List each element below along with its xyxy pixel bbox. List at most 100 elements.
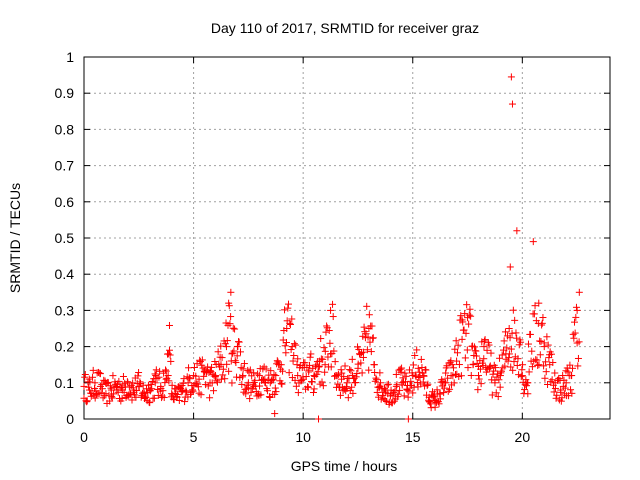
data-point-cloud	[161, 379, 169, 387]
data-point-cloud	[392, 370, 400, 378]
data-point-cloud	[204, 382, 212, 390]
data-point-cloud	[521, 386, 529, 394]
data-point	[271, 410, 279, 418]
data-point-cloud	[575, 338, 583, 346]
data-point-cloud	[560, 376, 568, 384]
data-point-cloud	[488, 391, 496, 399]
data-point-cloud	[225, 302, 233, 310]
data-point-cloud	[457, 312, 465, 320]
data-point-cloud	[236, 348, 244, 356]
data-point-cloud	[514, 355, 522, 363]
data-point-cloud	[217, 342, 225, 350]
data-point-cloud	[338, 369, 346, 377]
data-point-cloud	[373, 388, 381, 396]
data-point-cloud	[500, 337, 508, 345]
data-point	[404, 415, 412, 423]
data-point-cloud	[548, 376, 556, 384]
data-point-cloud	[506, 334, 514, 342]
data-point-cloud	[304, 383, 312, 391]
data-point-cloud	[507, 345, 515, 353]
data-point-cloud	[569, 364, 577, 372]
data-point-cloud	[380, 385, 388, 393]
y-tick-label: 0.1	[55, 375, 75, 391]
data-point-cloud	[147, 381, 155, 389]
data-point-cloud	[544, 381, 552, 389]
data-point-cloud	[83, 398, 91, 406]
data-point-cloud	[372, 374, 380, 382]
data-point-cloud	[381, 396, 389, 404]
data-point	[321, 361, 329, 369]
data-point-cloud	[494, 370, 502, 378]
data-points	[80, 73, 583, 423]
data-point-cloud	[536, 337, 544, 345]
data-point	[165, 346, 173, 354]
data-point-cloud	[501, 362, 509, 370]
data-point-cloud	[307, 350, 315, 358]
data-point-cloud	[446, 385, 454, 393]
data-point-cloud	[436, 395, 444, 403]
data-point-cloud	[518, 366, 526, 374]
data-point-cloud	[162, 367, 170, 375]
data-point-cloud	[377, 379, 385, 387]
data-point-cloud	[208, 379, 216, 387]
data-point-cloud	[551, 369, 559, 377]
data-point-cloud	[151, 370, 159, 378]
data-point-cloud	[469, 360, 477, 368]
data-point-cloud	[547, 350, 555, 358]
data-point-cloud	[188, 386, 196, 394]
data-point-cloud	[129, 379, 137, 387]
y-tick-label: 0.9	[55, 85, 75, 101]
data-point	[458, 335, 466, 343]
data-point-cloud	[155, 373, 163, 381]
data-point-cloud	[206, 367, 214, 375]
data-point-cloud	[212, 373, 219, 381]
data-point-cloud	[305, 366, 313, 374]
data-point-cloud	[330, 347, 338, 355]
data-point-cloud	[321, 368, 329, 376]
data-point-cloud	[368, 322, 376, 330]
data-point-cloud	[185, 374, 193, 382]
data-point-cloud	[440, 389, 448, 397]
data-point-cloud	[234, 342, 242, 350]
data-point-cloud	[402, 372, 410, 380]
data-point-cloud	[135, 369, 143, 377]
data-point-cloud	[557, 397, 565, 405]
data-point-cloud	[225, 367, 233, 375]
data-point-cloud	[461, 354, 469, 362]
data-point-cloud	[91, 394, 99, 402]
data-point-cloud	[226, 320, 234, 328]
data-point-cloud	[197, 391, 205, 399]
data-point-cloud	[185, 364, 193, 372]
data-point-cloud	[230, 347, 238, 355]
data-point-cloud	[542, 358, 550, 366]
data-point-cloud	[352, 373, 360, 381]
data-point-cloud	[223, 337, 231, 345]
data-point-cloud	[267, 367, 275, 375]
data-point-cloud	[309, 389, 317, 397]
data-point-cloud	[280, 327, 288, 335]
data-point-cloud	[246, 395, 254, 403]
data-point-cloud	[531, 302, 539, 310]
data-point-cloud	[477, 380, 485, 388]
data-point-cloud	[265, 371, 273, 379]
data-point-cloud	[519, 361, 527, 369]
data-point-cloud	[304, 383, 312, 391]
y-tick-label: 0.2	[55, 339, 75, 355]
data-point-cloud	[498, 367, 506, 375]
data-point-cloud	[401, 369, 409, 377]
data-point	[513, 227, 521, 235]
data-point-cloud	[561, 384, 569, 392]
data-point-cloud	[301, 359, 309, 367]
data-point-cloud	[427, 400, 435, 408]
data-point-cloud	[513, 361, 521, 369]
data-point-cloud	[526, 330, 534, 338]
data-point-cloud	[244, 384, 252, 392]
data-point-cloud	[348, 355, 356, 363]
data-point-cloud	[459, 318, 467, 326]
data-point-cloud	[98, 385, 106, 393]
data-point-cloud	[314, 368, 322, 376]
x-tick-label: 5	[190, 429, 198, 445]
data-point-cloud	[524, 340, 532, 348]
data-point-cloud	[366, 338, 374, 346]
